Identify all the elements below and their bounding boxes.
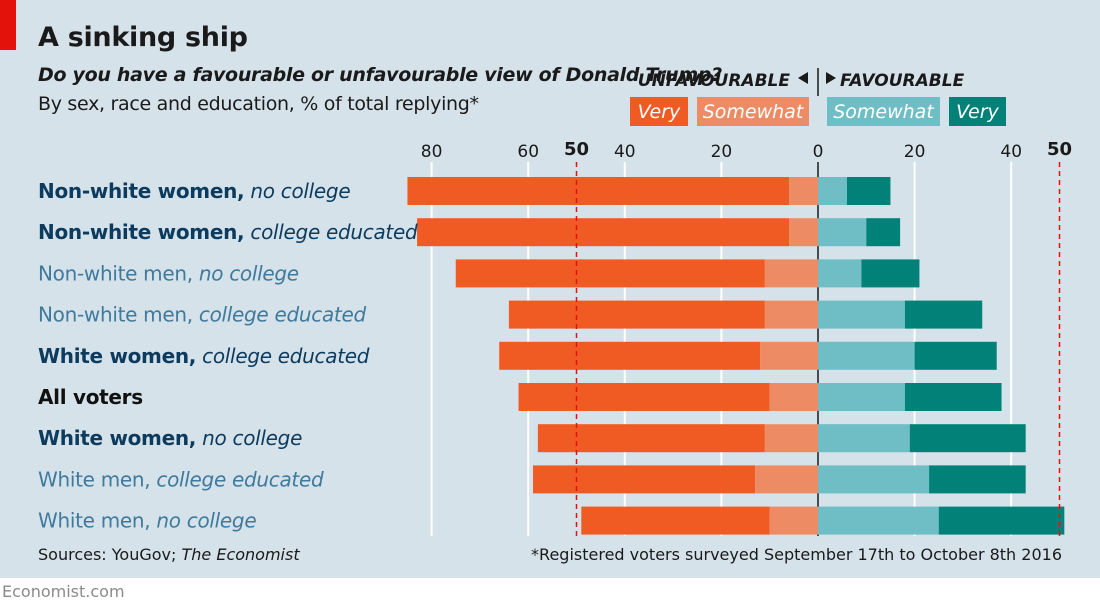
category-label-main: Non-white women,: [38, 220, 244, 244]
legend-item-label: Very: [956, 101, 999, 123]
x-tick-label: 20: [711, 142, 733, 162]
category-label-main: All voters: [38, 385, 143, 409]
category-label-main: White women,: [38, 426, 196, 450]
bar-favourable-somewhat: [818, 177, 847, 205]
footnote: *Registered voters surveyed September 17…: [531, 545, 1062, 564]
category-label-qualifier: college educated: [150, 467, 324, 491]
bar-unfavourable-very: [455, 259, 765, 288]
bar-unfavourable-very: [581, 506, 770, 535]
chart-note: By sex, race and education, % of total r…: [38, 93, 479, 115]
legend-item-label: Somewhat: [703, 101, 805, 123]
reference-label-50: 50: [564, 139, 589, 160]
category-label: Non-white men, no college: [38, 261, 299, 285]
source-text: Sources: YouGov;: [38, 545, 182, 564]
category-label-qualifier: no college: [244, 179, 350, 203]
source-italic: The Economist: [181, 545, 300, 564]
bar-favourable-somewhat: [818, 465, 930, 494]
category-label-qualifier: college educated: [244, 220, 418, 244]
legend-swatch: [630, 97, 688, 126]
bars: [407, 177, 1065, 535]
legend-swatch: [949, 97, 1006, 126]
category-label-qualifier: no college: [196, 426, 302, 450]
bar-favourable-very: [914, 341, 997, 370]
legend-swatch: [827, 97, 940, 126]
chart-title: A sinking ship: [38, 22, 248, 53]
x-tick-label: 20: [904, 142, 926, 162]
bar-favourable-very: [866, 218, 901, 247]
legend: UNFAVOURABLE FAVOURABLE Very Somewhat Somewh…: [630, 68, 1006, 126]
bar-unfavourable-somewhat: [755, 465, 818, 494]
category-label: White women, no college: [38, 426, 302, 450]
x-tick-label: 0: [813, 142, 824, 162]
legend-item-label: Very: [638, 101, 681, 123]
red-accent-tag: [0, 0, 16, 50]
bar-favourable-very: [929, 465, 1026, 494]
bar-favourable-somewhat: [818, 383, 905, 411]
legend-favourable-label: FAVOURABLE: [840, 71, 965, 91]
bar-favourable-very: [938, 506, 1065, 535]
x-tick-label: 80: [421, 142, 443, 162]
bar-favourable-very: [909, 424, 1026, 453]
bar-unfavourable-very: [499, 341, 761, 370]
x-axis-tick-labels: 80 60 40 20 0 20 40: [421, 142, 1022, 162]
bar-favourable-somewhat: [818, 341, 915, 370]
bar-unfavourable-very: [407, 177, 790, 205]
category-label-qualifier: no college: [193, 261, 299, 285]
legend-unfavourable-label: UNFAVOURABLE: [638, 71, 791, 91]
bar-unfavourable-very: [508, 300, 765, 329]
diverging-bar-chart: 50 50 80 60 40 20 0 20 40 Non-white women, no c…: [38, 68, 1072, 538]
bar-unfavourable-very: [533, 465, 756, 494]
bar-favourable-somewhat: [818, 259, 862, 288]
bar-favourable-somewhat: [818, 424, 910, 453]
reference-lines: 50 50: [564, 139, 1072, 538]
category-label-main: White men,: [38, 509, 150, 533]
category-label-main: Non-white men,: [38, 261, 193, 285]
bar-unfavourable-somewhat: [789, 177, 818, 205]
legend-swatch: [697, 97, 809, 126]
bar-favourable-very: [904, 383, 1002, 411]
bar-unfavourable-very: [518, 383, 770, 411]
arrow-right-icon: [826, 72, 836, 84]
category-label: Non-white women, no college: [38, 179, 350, 203]
bar-unfavourable-very: [537, 424, 765, 453]
category-label-qualifier: college educated: [193, 303, 367, 327]
category-label-qualifier: no college: [150, 509, 256, 533]
bar-favourable-very: [904, 300, 983, 329]
category-label-qualifier: college educated: [196, 344, 370, 368]
category-label-main: Non-white men,: [38, 303, 193, 327]
category-label-main: Non-white women,: [38, 179, 244, 203]
category-label: White men, no college: [38, 509, 256, 533]
category-label: Non-white men, college educated: [38, 303, 366, 327]
bar-favourable-somewhat: [818, 218, 867, 247]
bar-unfavourable-somewhat: [769, 383, 818, 411]
bar-unfavourable-somewhat: [760, 341, 818, 370]
category-label: White women, college educated: [38, 344, 370, 368]
bar-unfavourable-somewhat: [764, 424, 818, 453]
x-tick-label: 60: [517, 142, 539, 162]
x-tick-label: 40: [614, 142, 636, 162]
x-tick-label: 40: [1000, 142, 1022, 162]
bar-favourable-somewhat: [818, 506, 939, 535]
bar-unfavourable-somewhat: [769, 506, 818, 535]
category-label-main: White women,: [38, 344, 196, 368]
category-label-main: White men,: [38, 467, 150, 491]
category-label: White men, college educated: [38, 467, 324, 491]
sources: Sources: YouGov; The Economist: [38, 545, 300, 564]
bar-unfavourable-somewhat: [764, 259, 818, 288]
bar-favourable-very: [846, 177, 891, 205]
bar-favourable-very: [861, 259, 920, 288]
reference-label-50: 50: [1047, 139, 1072, 160]
credit-link[interactable]: Economist.com: [2, 582, 125, 601]
bar-unfavourable-very: [417, 218, 790, 247]
bar-favourable-somewhat: [818, 300, 905, 329]
bar-unfavourable-somewhat: [789, 218, 818, 247]
legend-item-label: Somewhat: [833, 101, 935, 123]
chart-subtitle: Do you have a favourable or unfavourable…: [38, 64, 722, 86]
arrow-left-icon: [798, 72, 808, 84]
bar-unfavourable-somewhat: [764, 300, 818, 329]
category-label: Non-white women, college educated: [38, 220, 418, 244]
category-label: All voters: [38, 385, 143, 409]
